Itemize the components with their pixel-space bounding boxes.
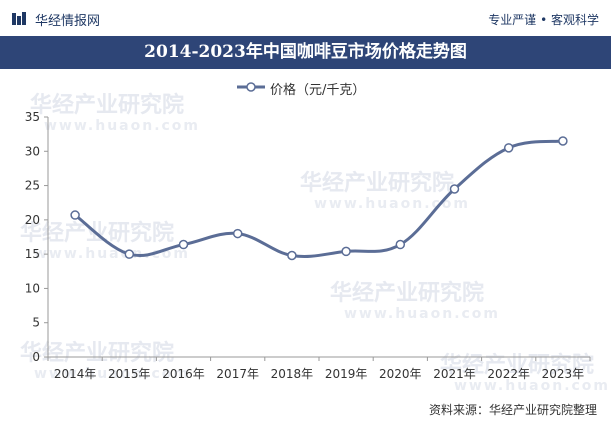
y-tick-label: 25 [25, 179, 40, 193]
y-tick-label: 10 [25, 281, 40, 295]
legend-label: 价格（元/千克） [270, 83, 366, 98]
data-point [503, 143, 514, 153]
y-tick-label: 30 [25, 144, 40, 158]
x-tick-label: 2020年 [379, 367, 422, 381]
chart-title: 2014-2023年中国咖啡豆市场价格走势图 [0, 36, 611, 69]
x-tick-label: 2015年 [108, 367, 151, 381]
data-point [124, 249, 135, 259]
data-point [449, 184, 460, 194]
x-tick-label: 2019年 [325, 367, 368, 381]
data-point [178, 239, 189, 250]
x-tick-label: 2023年 [542, 367, 585, 381]
x-tick-label: 2014年 [54, 367, 97, 381]
y-tick-label: 35 [25, 110, 40, 124]
legend-marker-icon [237, 82, 265, 92]
watermark-url: www.huaon.com [454, 378, 610, 394]
watermark-text: 华经产业研究院 [30, 92, 184, 118]
x-tick-label: 2016年 [162, 367, 205, 381]
data-point [287, 250, 297, 261]
top-bar: 华经情报网 专业严谨 • 客观科学 [0, 0, 611, 36]
y-tick-label: 0 [32, 350, 40, 364]
watermark-url: www.huaon.com [344, 306, 500, 322]
watermark-text: 华经产业研究院 [20, 340, 174, 366]
x-tick-label: 2021年 [433, 367, 476, 381]
y-tick-label: 15 [25, 247, 40, 261]
brand-logo-icon [12, 12, 26, 25]
brand-name: 华经情报网 [35, 14, 101, 29]
y-tick-label: 20 [25, 213, 40, 227]
watermark-url: www.huaon.com [44, 118, 200, 134]
data-point [232, 228, 243, 239]
data-point [558, 136, 568, 146]
x-tick-label: 2017年 [216, 367, 259, 381]
series-line [74, 139, 564, 259]
data-point [341, 246, 351, 257]
watermark-text: 华经产业研究院 [330, 280, 484, 306]
x-tick-label: 2022年 [487, 367, 530, 381]
data-point [70, 210, 80, 220]
watermark-text: 华经产业研究院 [300, 170, 454, 196]
data-point [395, 239, 406, 250]
source-note: 资料来源：华经产业研究院整理 [428, 403, 597, 417]
x-tick-label: 2018年 [271, 367, 314, 381]
y-tick-label: 5 [32, 316, 40, 330]
slogan: 专业严谨 • 客观科学 [488, 13, 599, 27]
